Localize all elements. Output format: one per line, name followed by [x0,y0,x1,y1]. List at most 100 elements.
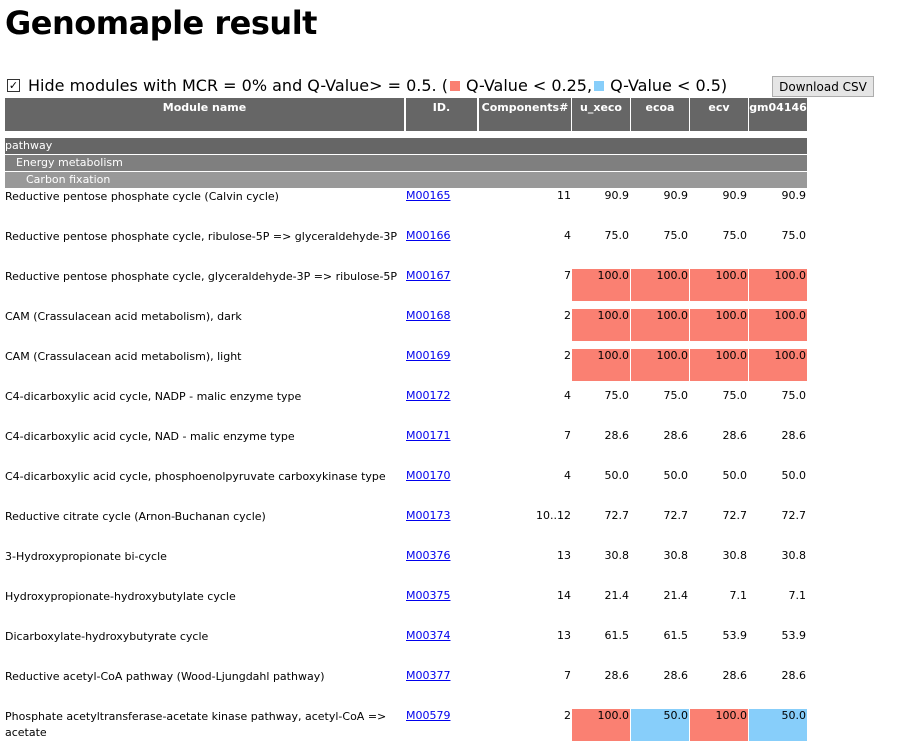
header-genome-4[interactable]: gm04146 [749,98,807,131]
mcr-value: 28.6 [663,429,689,442]
module-id-link[interactable]: M00172 [406,389,451,402]
module-name: Reductive citrate cycle (Arnon-Buchanan … [5,510,266,523]
mcr-value: 75.0 [604,229,630,242]
module-id-cell: M00172 [406,389,476,421]
download-csv-button[interactable]: Download CSV [772,76,874,97]
mcr-value: 53.9 [781,629,807,642]
mcr-value: 90.9 [781,189,807,202]
module-id-link[interactable]: M00169 [406,349,451,362]
module-name: C4-dicarboxylic acid cycle, phosphoenolp… [5,470,386,483]
module-id-link[interactable]: M00168 [406,309,451,322]
table-row: Reductive pentose phosphate cycle, ribul… [0,229,899,269]
mcr-value: 72.7 [663,509,689,522]
module-id-cell: M00173 [406,509,476,541]
table-row: Reductive pentose phosphate cycle, glyce… [0,269,899,309]
mcr-value: 30.8 [722,549,748,562]
mcr-value: 21.4 [663,589,689,602]
module-id-link[interactable]: M00170 [406,469,451,482]
table-row: C4-dicarboxylic acid cycle, NAD - malic … [0,429,899,469]
mcr-value: 61.5 [663,629,689,642]
mcr-value: 100.0 [572,309,630,341]
mcr-value: 50.0 [631,709,689,741]
table-row: CAM (Crassulacean acid metabolism), dark… [0,309,899,349]
module-name: Phosphate acetyltransferase-acetate kina… [5,710,387,739]
components-count: 2 [564,349,571,362]
mcr-value: 100.0 [749,269,807,301]
legend-red-label: Q-Value < 0.25, [465,76,593,95]
mcr-value: 30.8 [604,549,630,562]
components-count: 2 [564,309,571,322]
components-count: 7 [564,669,571,682]
legend-blue-label: Q-Value < 0.5) [610,76,728,95]
page-title: Genomaple result [5,4,317,42]
mcr-value: 72.7 [781,509,807,522]
mcr-value: 28.6 [722,429,748,442]
group-carbon-fixation: Carbon fixation [5,172,807,188]
components-count: 7 [564,429,571,442]
header-module-name[interactable]: Module name [5,98,404,131]
mcr-value: 75.0 [604,389,630,402]
module-id-link[interactable]: M00166 [406,229,451,242]
table-row: Dicarboxylate-hydroxybutyrate cycle M0037… [0,629,899,669]
legend-blue-swatch [594,80,605,91]
header-components[interactable]: Components# [479,98,571,131]
module-id-cell: M00165 [406,189,476,221]
table-row: C4-dicarboxylic acid cycle, NADP - malic… [0,389,899,429]
mcr-value: 75.0 [722,229,748,242]
module-id-link[interactable]: M00374 [406,629,451,642]
components-count: 7 [564,269,571,282]
mcr-value: 72.7 [604,509,630,522]
mcr-value: 100.0 [749,349,807,381]
module-id-cell: M00166 [406,229,476,261]
mcr-value: 72.7 [722,509,748,522]
module-name: C4-dicarboxylic acid cycle, NAD - malic … [5,430,295,443]
module-id-link[interactable]: M00377 [406,669,451,682]
mcr-value: 50.0 [749,709,807,741]
module-id-cell: M00170 [406,469,476,501]
mcr-value: 61.5 [604,629,630,642]
table-row: 3-Hydroxypropionate bi-cycle M00376 13 30.8… [0,549,899,589]
header-genome-3[interactable]: ecv [690,98,748,131]
module-name: 3-Hydroxypropionate bi-cycle [5,550,167,563]
module-id-link[interactable]: M00167 [406,269,451,282]
module-id-link[interactable]: M00376 [406,549,451,562]
module-id-link[interactable]: M00165 [406,189,451,202]
group-energy-metabolism: Energy metabolism [5,155,807,171]
mcr-value: 100.0 [690,349,748,381]
mcr-value: 75.0 [781,389,807,402]
module-id-link[interactable]: M00171 [406,429,451,442]
table-row: CAM (Crassulacean acid metabolism), ligh… [0,349,899,389]
mcr-value: 7.1 [788,589,807,602]
module-id-link[interactable]: M00173 [406,509,451,522]
mcr-value: 100.0 [749,309,807,341]
mcr-value: 75.0 [781,229,807,242]
group-pathway: pathway [5,138,807,154]
header-genome-1[interactable]: u_xeco [572,98,630,131]
mcr-value: 28.6 [781,429,807,442]
mcr-value: 53.9 [722,629,748,642]
hide-modules-checkbox[interactable]: ✓ [7,79,20,92]
mcr-value: 90.9 [722,189,748,202]
module-id-link[interactable]: M00579 [406,709,451,722]
mcr-value: 28.6 [722,669,748,682]
mcr-value: 100.0 [690,269,748,301]
header-id[interactable]: ID. [406,98,477,131]
mcr-value: 100.0 [572,349,630,381]
module-name: Hydroxypropionate-hydroxybutylate cycle [5,590,236,603]
module-id-cell: M00376 [406,549,476,581]
legend-red-swatch [449,80,460,91]
mcr-value: 21.4 [604,589,630,602]
components-count: 14 [557,589,571,602]
components-count: 13 [557,629,571,642]
header-genome-2[interactable]: ecoa [631,98,689,131]
filter-label: Hide modules with MCR = 0% and Q-Value> … [28,76,448,95]
filter-bar: ✓ Hide modules with MCR = 0% and Q-Value… [7,76,727,95]
mcr-value: 100.0 [572,269,630,301]
mcr-value: 50.0 [663,469,689,482]
table-row: Reductive citrate cycle (Arnon-Buchanan … [0,509,899,549]
mcr-value: 30.8 [663,549,689,562]
mcr-value: 28.6 [604,429,630,442]
module-id-cell: M00168 [406,309,476,341]
module-id-link[interactable]: M00375 [406,589,451,602]
module-id-cell: M00377 [406,669,476,701]
